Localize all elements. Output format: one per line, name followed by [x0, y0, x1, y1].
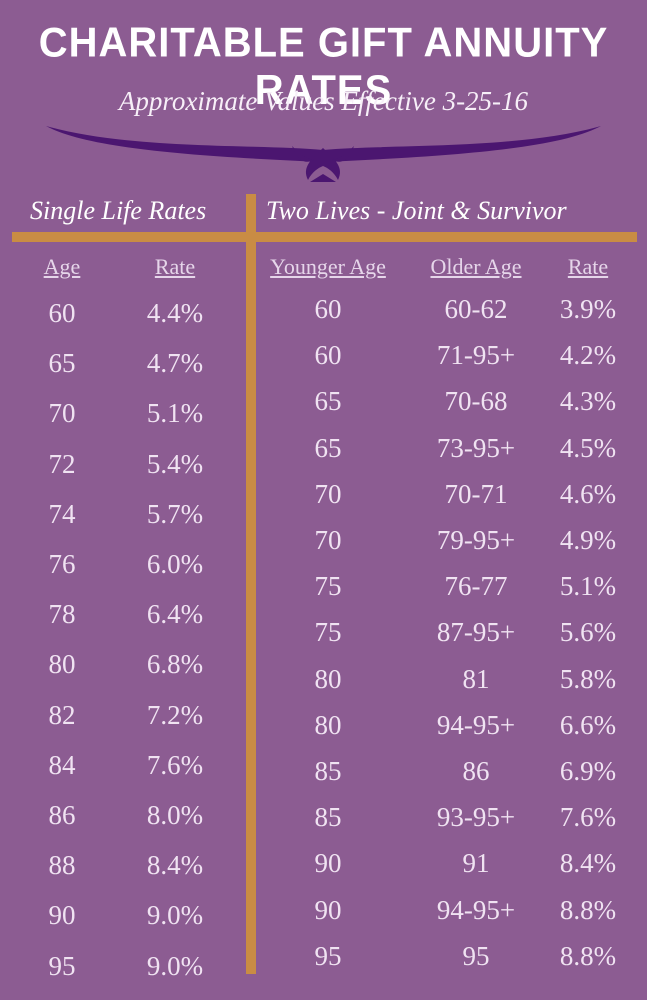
single-rate-cell: 4.7%	[146, 348, 204, 378]
joint-younger-cell: 70	[314, 479, 342, 509]
joint-younger-cell: 70	[314, 525, 342, 555]
joint-rate-cell: 7.6%	[559, 802, 617, 832]
single-rate-cell: 5.7%	[146, 499, 204, 529]
joint-younger-cell: 90	[314, 895, 342, 925]
joint-younger-cell: 90	[314, 848, 342, 878]
single-age-cell: 78	[48, 599, 76, 629]
single-age-cell: 65	[48, 348, 76, 378]
single-rate-cell: 6.0%	[146, 549, 204, 579]
joint-older-cell: 70-71	[444, 479, 508, 509]
joint-rate-cell: 8.8%	[559, 895, 617, 925]
single-rate-cell: 5.4%	[146, 449, 204, 479]
single-age-cell: 74	[48, 499, 76, 529]
single-rate-cell: 6.4%	[146, 599, 204, 629]
joint-rate-cell: 4.2%	[559, 340, 617, 370]
col-header-rate: Rate	[154, 254, 196, 279]
joint-rate-cell: 6.9%	[559, 756, 617, 786]
joint-rate-cell: 8.8%	[559, 941, 617, 971]
single-rate-cell: 9.0%	[146, 900, 204, 930]
single-rate-cell: 7.2%	[146, 700, 204, 730]
single-age-cell: 82	[48, 700, 76, 730]
single-age-cell: 70	[48, 398, 76, 428]
single-age-cell: 90	[48, 900, 76, 930]
flourish-ornament	[46, 126, 601, 182]
joint-older-cell: 86	[462, 756, 490, 786]
single-age-cell: 76	[48, 549, 76, 579]
single-rate-cell: 8.4%	[146, 850, 204, 880]
joint-older-cell: 60-62	[444, 294, 508, 324]
single-rate-cell: 8.0%	[146, 800, 204, 830]
joint-older-cell: 87-95+	[436, 617, 516, 647]
single-age-cell: 88	[48, 850, 76, 880]
single-rate-cell: 6.8%	[146, 649, 204, 679]
single-age-cell: 86	[48, 800, 76, 830]
vertical-divider	[246, 194, 256, 974]
single-age-cell: 72	[48, 449, 76, 479]
joint-rate-cell: 4.9%	[559, 525, 617, 555]
col-header-younger-age: Younger Age	[270, 254, 386, 279]
joint-survivor-heading: Two Lives - Joint & Survivor	[266, 196, 567, 225]
joint-older-cell: 70-68	[444, 386, 508, 416]
joint-rate-cell: 5.6%	[559, 617, 617, 647]
single-rate-cell: 9.0%	[146, 951, 204, 981]
joint-older-cell: 81	[462, 664, 490, 694]
joint-rate-cell: 6.6%	[559, 710, 617, 740]
joint-younger-cell: 85	[314, 756, 342, 786]
joint-older-cell: 94-95+	[436, 710, 516, 740]
joint-rate-cell: 5.1%	[559, 571, 617, 601]
joint-older-cell: 91	[462, 848, 490, 878]
single-age-cell: 60	[48, 298, 76, 328]
single-rate-cell: 5.1%	[146, 398, 204, 428]
joint-younger-cell: 95	[314, 941, 342, 971]
joint-rate-cell: 4.5%	[559, 433, 617, 463]
joint-older-cell: 71-95+	[436, 340, 516, 370]
joint-rate-cell: 5.8%	[559, 664, 617, 694]
joint-older-cell: 93-95+	[436, 802, 516, 832]
col-header-older-age: Older Age	[430, 254, 522, 279]
joint-younger-cell: 80	[314, 664, 342, 694]
joint-younger-cell: 75	[314, 571, 342, 601]
joint-older-cell: 79-95+	[436, 525, 516, 555]
joint-younger-cell: 65	[314, 433, 342, 463]
single-age-cell: 95	[48, 951, 76, 981]
joint-rate-cell: 8.4%	[559, 848, 617, 878]
single-age-cell: 80	[48, 649, 76, 679]
single-rate-cell: 4.4%	[146, 298, 204, 328]
joint-younger-cell: 60	[314, 294, 342, 324]
joint-rate-cell: 4.3%	[559, 386, 617, 416]
joint-older-cell: 94-95+	[436, 895, 516, 925]
joint-rate-cell: 3.9%	[559, 294, 617, 324]
page-subtitle: Approximate Values Effective 3-25-16	[118, 86, 529, 116]
joint-younger-cell: 80	[314, 710, 342, 740]
joint-younger-cell: 75	[314, 617, 342, 647]
joint-older-cell: 76-77	[444, 571, 508, 601]
col-header-joint-rate: Rate	[567, 254, 609, 279]
single-age-cell: 84	[48, 750, 76, 780]
joint-older-cell: 95	[462, 941, 490, 971]
joint-rate-cell: 4.6%	[559, 479, 617, 509]
single-rate-cell: 7.6%	[146, 750, 204, 780]
col-header-age: Age	[43, 254, 81, 279]
joint-younger-cell: 85	[314, 802, 342, 832]
single-life-heading: Single Life Rates	[30, 196, 207, 225]
joint-younger-cell: 65	[314, 386, 342, 416]
page-title: Charitable Gift Annuity Rates	[38, 19, 609, 114]
joint-younger-cell: 60	[314, 340, 342, 370]
horizontal-divider	[12, 232, 637, 242]
joint-older-cell: 73-95+	[436, 433, 516, 463]
